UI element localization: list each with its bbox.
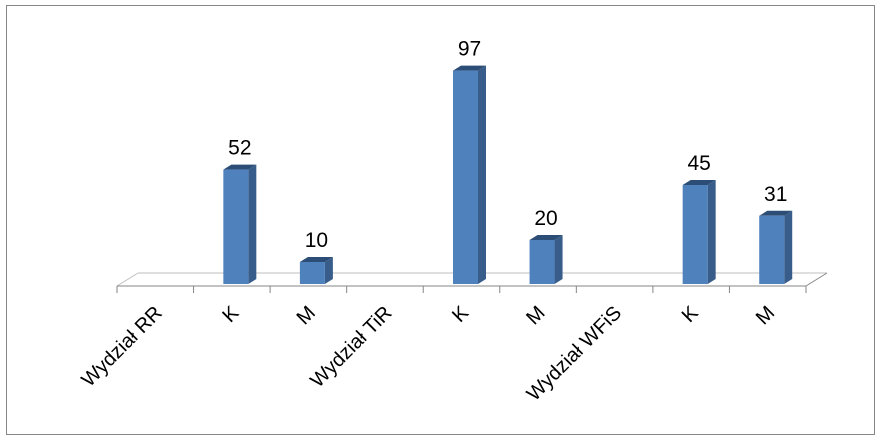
bar <box>682 180 716 284</box>
data-label: 20 <box>534 207 557 230</box>
data-label: 45 <box>687 152 710 175</box>
x-tick-label: M <box>752 302 779 329</box>
x-tick-label: K <box>218 302 243 327</box>
bar <box>529 235 563 284</box>
floor-left-edge <box>116 272 139 287</box>
bar-top <box>759 210 793 216</box>
bar-side <box>554 235 563 284</box>
chart-frame: 52 10 97 20 45 31 Wydział RR K M Wydział TiR K M Wy… <box>6 5 875 435</box>
bar-side <box>478 65 486 284</box>
floor-right-edge <box>805 272 828 287</box>
x-tick-label: K <box>678 302 703 327</box>
bar-top <box>682 180 716 185</box>
bar-side <box>784 210 793 284</box>
x-tick-label: Wydział RR <box>78 302 167 391</box>
x-tick-label: M <box>522 302 549 329</box>
bar-top <box>223 164 257 170</box>
data-label: 52 <box>228 137 251 160</box>
x-tick-label: M <box>293 302 320 329</box>
bar-side <box>707 180 716 284</box>
data-labels: 52 10 97 20 45 31 <box>228 38 787 252</box>
bar <box>299 257 333 284</box>
data-label: 10 <box>305 229 328 252</box>
bar-top <box>453 65 486 71</box>
x-tick-label: Wydział TiR <box>306 302 396 392</box>
bar <box>223 164 257 284</box>
bar-front <box>682 185 708 284</box>
bar <box>759 210 793 284</box>
bar-side <box>248 164 257 284</box>
bar-top <box>529 235 563 240</box>
x-axis <box>116 285 807 293</box>
bar-side <box>324 257 333 284</box>
bar-front <box>299 262 325 284</box>
x-tick-label: K <box>448 302 473 327</box>
bar-top <box>299 257 333 262</box>
bar <box>453 65 486 284</box>
data-label: 31 <box>764 183 787 206</box>
bar-front <box>529 240 555 284</box>
bar-front <box>453 70 478 284</box>
bar-series <box>223 65 793 284</box>
data-label: 97 <box>458 38 481 61</box>
bar-front <box>759 215 785 284</box>
bar-front <box>223 169 249 284</box>
